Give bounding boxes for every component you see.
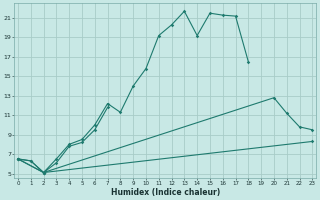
X-axis label: Humidex (Indice chaleur): Humidex (Indice chaleur) [110,188,220,197]
